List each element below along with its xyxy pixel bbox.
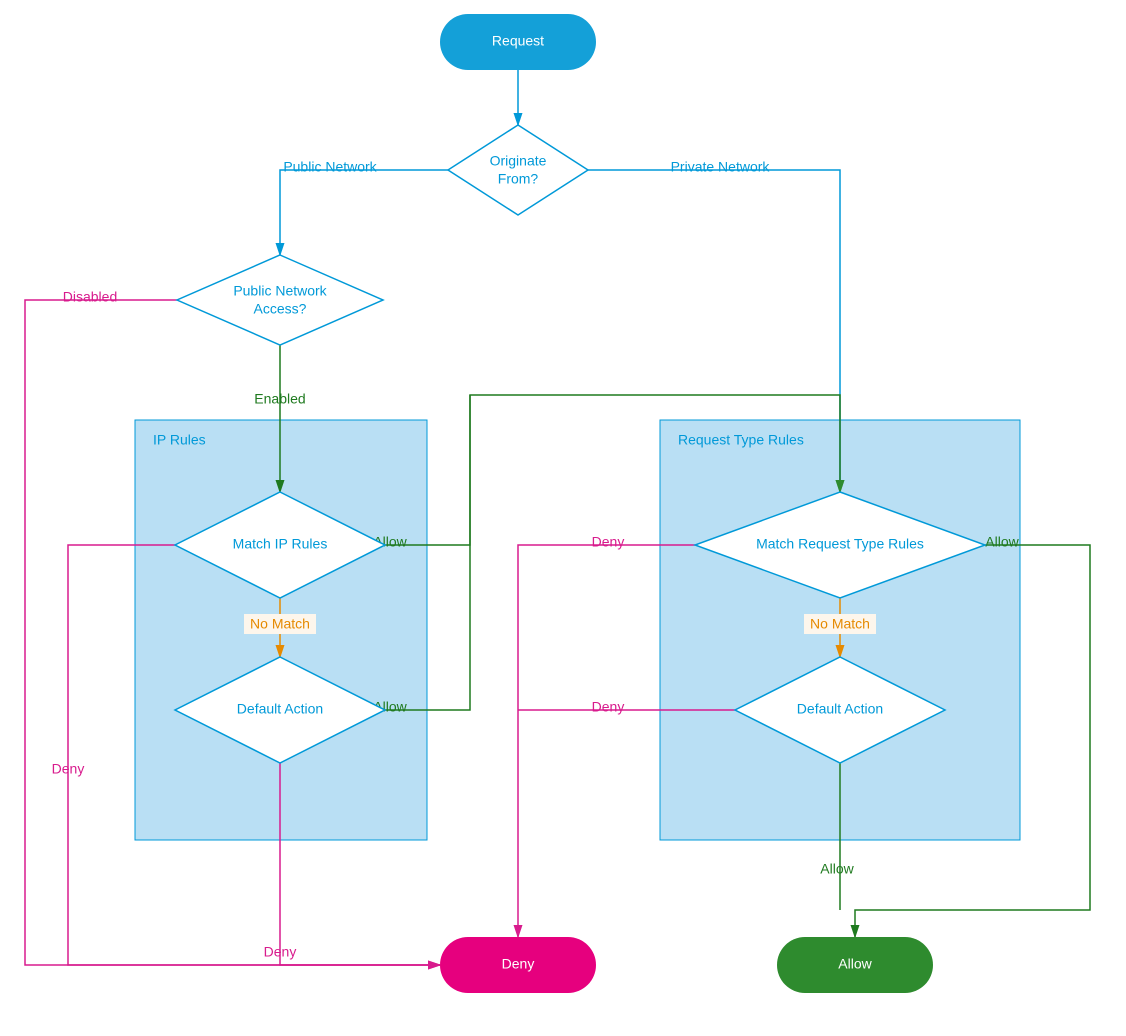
req_rules_group-label: Request Type Rules — [678, 431, 804, 447]
node-label-originate-1: Originate — [490, 153, 547, 169]
node-label-originate-2: From? — [498, 171, 539, 187]
node-label-match_req: Match Request Type Rules — [756, 536, 924, 552]
node-label-def_req: Default Action — [797, 701, 883, 717]
edge-label-e8: No Match — [250, 616, 310, 632]
node-label-pna-2: Access? — [254, 301, 307, 317]
edge-label-e3: Private Network — [671, 159, 771, 175]
edge-label-e10: Deny — [264, 944, 297, 960]
edge-label-e5: Enabled — [254, 391, 305, 407]
node-label-def_ip: Default Action — [237, 701, 323, 717]
edge-label-e13: No Match — [810, 616, 870, 632]
edge-label-e14: Deny — [592, 699, 625, 715]
edge-label-e12: Deny — [592, 534, 625, 550]
flowchart-canvas: IP Rules Request Type Rules Public Network… — [0, 0, 1126, 1036]
edge-label-e15: Allow — [820, 861, 854, 877]
node-label-pna-1: Public Network — [233, 283, 327, 299]
edge-label-e2: Public Network — [283, 159, 377, 175]
node-label-request: Request — [492, 33, 544, 49]
edge-label-e4: Disabled — [63, 289, 117, 305]
node-label-match_ip: Match IP Rules — [233, 536, 328, 552]
node-label-deny: Deny — [502, 956, 535, 972]
edge-label-e11: Allow — [985, 534, 1019, 550]
node-label-allow: Allow — [838, 956, 872, 972]
ip_rules_group-label: IP Rules — [153, 431, 206, 447]
edge-e2 — [280, 170, 448, 255]
